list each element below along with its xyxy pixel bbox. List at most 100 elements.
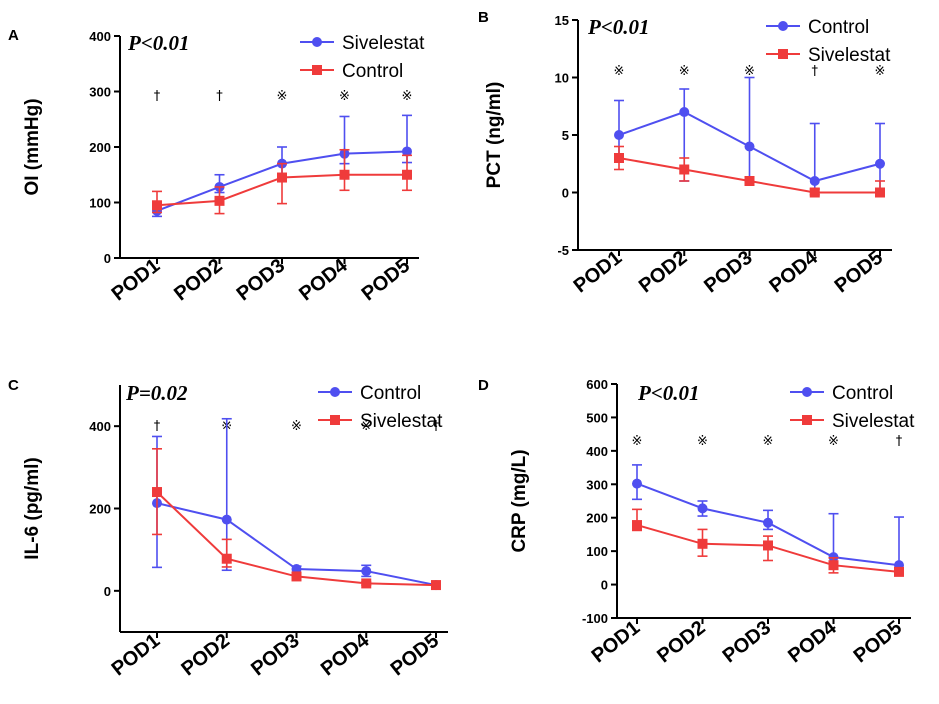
legend-entry: Control <box>808 17 869 38</box>
significance-marker: ※ <box>763 434 774 449</box>
data-point <box>221 514 232 525</box>
legend-entry: Sivelestat <box>832 411 915 432</box>
y-tick-label: 200 <box>89 140 111 155</box>
p-value-annotation: P<0.01 <box>127 31 190 55</box>
y-tick-label: 600 <box>586 377 608 392</box>
data-point <box>291 571 302 582</box>
data-point <box>361 566 372 577</box>
legend-entry: Sivelestat <box>360 411 443 432</box>
p-value-annotation: P<0.01 <box>587 15 650 39</box>
data-point <box>277 172 287 183</box>
y-tick-label: 200 <box>586 511 608 526</box>
y-axis-label: PCT (ng/ml) <box>484 82 505 189</box>
significance-marker: † <box>812 64 819 79</box>
significance-marker: ※ <box>828 434 839 449</box>
panel-letter: B <box>478 9 489 26</box>
legend-marker <box>312 65 322 75</box>
y-tick-label: 5 <box>562 128 569 143</box>
x-tick-label: POD3 <box>719 617 775 668</box>
y-tick-label: 300 <box>586 477 608 492</box>
legend-entry: Sivelestat <box>342 33 425 54</box>
y-tick-label: 400 <box>89 419 111 434</box>
significance-marker: † <box>216 89 223 104</box>
series-control <box>152 417 441 591</box>
panel-letter: D <box>478 377 489 394</box>
data-point <box>679 107 690 117</box>
data-point <box>431 580 441 591</box>
p-value-annotation: P=0.02 <box>125 381 188 405</box>
x-tick-label: POD2 <box>170 255 226 306</box>
series-control <box>614 76 885 194</box>
x-tick-label: POD5 <box>387 630 443 681</box>
data-point <box>632 520 642 531</box>
data-point <box>152 200 162 211</box>
x-tick-label: POD5 <box>831 247 887 298</box>
panel-letter: A <box>8 27 19 44</box>
x-tick-label: POD2 <box>653 617 709 668</box>
y-tick-label: 10 <box>555 71 569 86</box>
y-tick-label: 400 <box>89 29 111 44</box>
y-tick-label: 400 <box>586 444 608 459</box>
data-point <box>744 141 755 152</box>
data-point <box>221 553 232 564</box>
significance-marker: ※ <box>697 434 708 449</box>
data-point <box>402 169 412 180</box>
legend-entry: Sivelestat <box>808 45 891 66</box>
legend-entry: Control <box>360 383 421 404</box>
y-tick-label: 100 <box>586 544 608 559</box>
x-tick-label: POD1 <box>108 255 164 306</box>
x-tick-label: POD3 <box>247 630 303 681</box>
data-point <box>828 560 839 571</box>
data-point <box>875 158 885 169</box>
data-point <box>339 169 350 180</box>
legend-marker <box>802 415 812 425</box>
data-point <box>697 538 708 549</box>
legend-marker <box>778 49 788 59</box>
data-point <box>614 153 624 163</box>
legend-marker <box>778 21 788 31</box>
x-tick-label: POD3 <box>233 255 289 306</box>
x-tick-label: POD2 <box>635 247 691 298</box>
x-tick-label: POD2 <box>177 630 233 681</box>
y-tick-label: 300 <box>89 85 111 100</box>
data-point <box>763 517 773 528</box>
y-axis-label: CRP (mg/L) <box>509 449 530 552</box>
series-sivelestat <box>614 145 885 198</box>
series-control <box>152 148 412 215</box>
significance-marker: † <box>896 434 903 449</box>
legend-marker <box>312 37 322 47</box>
y-tick-label: 0 <box>601 578 608 593</box>
data-point <box>632 478 642 489</box>
significance-marker: ※ <box>744 64 755 79</box>
significance-marker: ※ <box>402 89 413 104</box>
y-tick-label: 500 <box>586 410 608 425</box>
data-point <box>763 540 773 551</box>
y-axis-label: OI (mmHg) <box>22 98 43 195</box>
legend-entry: Control <box>832 383 893 404</box>
x-tick-label: POD1 <box>570 247 626 298</box>
x-tick-label: POD1 <box>108 630 164 681</box>
y-tick-label: -5 <box>557 243 569 258</box>
data-point <box>809 176 820 186</box>
panel-letter: C <box>8 377 19 394</box>
data-point <box>402 146 412 157</box>
significance-marker: ※ <box>361 419 372 434</box>
p-value-annotation: P<0.01 <box>637 381 700 405</box>
y-tick-label: 100 <box>89 196 111 211</box>
significance-marker: ※ <box>875 64 886 79</box>
series-sivelestat <box>632 508 904 577</box>
data-point <box>614 130 624 140</box>
x-tick-label: POD5 <box>850 617 906 668</box>
significance-marker: ※ <box>339 89 350 104</box>
significance-marker: ※ <box>679 64 690 79</box>
data-point <box>894 566 904 577</box>
data-point <box>744 176 755 186</box>
significance-marker: ※ <box>277 89 288 104</box>
data-point <box>875 187 885 198</box>
x-tick-label: POD3 <box>700 247 756 298</box>
